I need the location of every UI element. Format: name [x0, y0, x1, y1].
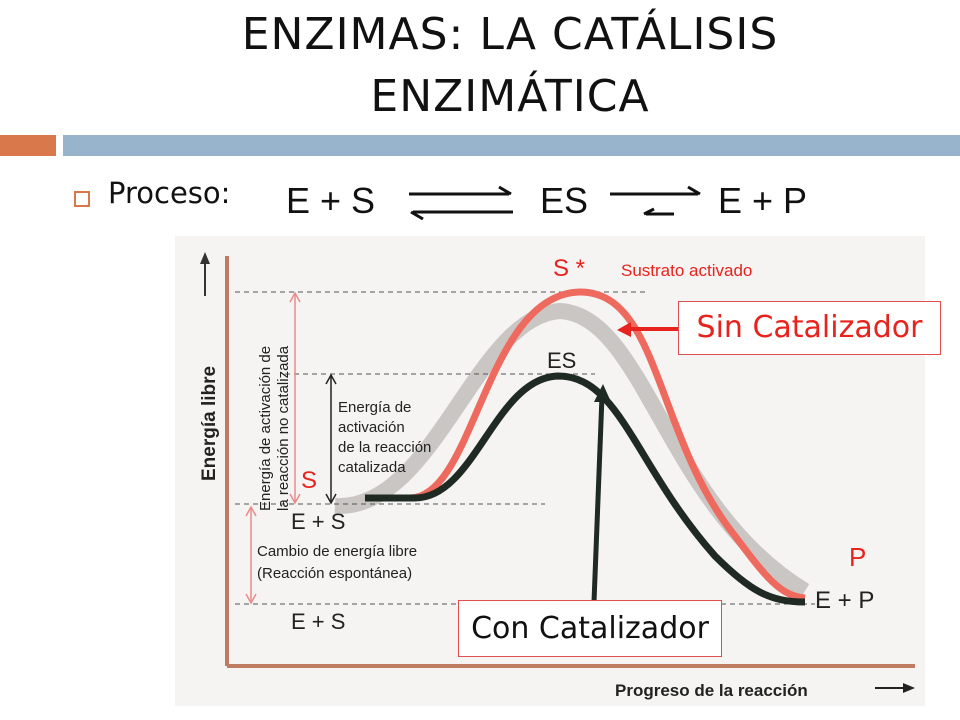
reactants-label-upper: E + S [291, 509, 345, 534]
uncatalyzed-activation-line-1: Energía de activación de [257, 346, 274, 511]
activated-substrate-symbol: S * [553, 255, 585, 282]
uncatalyzed-activation-label: Energía de activación de la reacción no … [257, 342, 292, 511]
free-energy-bottom-arrow-icon [245, 593, 257, 605]
catalyzed-activation-line-3: de la reacción [338, 439, 431, 456]
substrate-label: S [301, 467, 317, 494]
y-axis-label: Energía libre [199, 366, 220, 481]
catalyzed-activation-line-1: Energía de [338, 399, 411, 416]
catalyzed-activation-line-2: activación [338, 419, 405, 436]
equation-complex: ES [540, 180, 589, 221]
x-axis-label: Progreso de la reacción [615, 681, 808, 700]
catalyzed-bracket-top-arrow-icon [325, 373, 337, 385]
catalyzed-callout: Con Catalizador [458, 600, 722, 657]
products-label: E + P [815, 587, 874, 614]
x-axis-arrowhead-icon [903, 683, 915, 693]
equation-reactants: E + S [286, 180, 376, 221]
catalyzed-bracket-bottom-arrow-icon [325, 493, 337, 505]
uncatalyzed-bracket-top-arrow-icon [289, 291, 301, 303]
free-energy-label: Cambio de energía libre (Reacción espont… [257, 543, 421, 582]
slide-title-line-2: ENZIMÁTICA [370, 71, 650, 122]
uncatalyzed-bracket-bottom-arrow-icon [289, 493, 301, 505]
catalyzed-callout-arrowhead-icon [594, 384, 611, 402]
uncatalyzed-curve [365, 288, 806, 602]
title-divider-bar [63, 135, 960, 156]
bullet-label: Proceso: [108, 176, 231, 210]
y-axis-arrowhead-icon [200, 252, 210, 264]
catalyzed-activation-label: Energía de activación de la reacción cat… [338, 399, 436, 476]
reactants-label-lower: E + S [291, 609, 345, 634]
product-label: P [849, 542, 866, 572]
slide-title-line-1: ENZIMAS: LA CATÁLISIS [241, 9, 779, 60]
catalyzed-activation-line-4: catalizada [338, 459, 406, 476]
bullet-square-icon [74, 191, 90, 207]
free-energy-line-2: (Reacción espontánea) [257, 565, 412, 582]
free-energy-top-arrow-icon [245, 505, 257, 517]
equation-products: E + P [718, 180, 808, 221]
catalyzed-callout-arrow [591, 395, 605, 603]
es-label: ES [547, 348, 576, 373]
uncatalyzed-callout-arrowhead-icon [617, 322, 631, 337]
equilibrium-arrows-icon [409, 185, 513, 221]
free-energy-line-1: Cambio de energía libre [257, 543, 417, 560]
forward-arrow-icon [610, 185, 701, 216]
slide-title: ENZIMAS: LA CATÁLISIS ENZIMÁTICA [200, 4, 820, 128]
title-accent-bar [0, 135, 56, 156]
uncatalyzed-callout: Sin Catalizador [678, 301, 941, 355]
activated-substrate-caption: Sustrato activado [621, 261, 752, 280]
uncatalyzed-activation-line-2: la reacción no catalizada [275, 345, 292, 511]
